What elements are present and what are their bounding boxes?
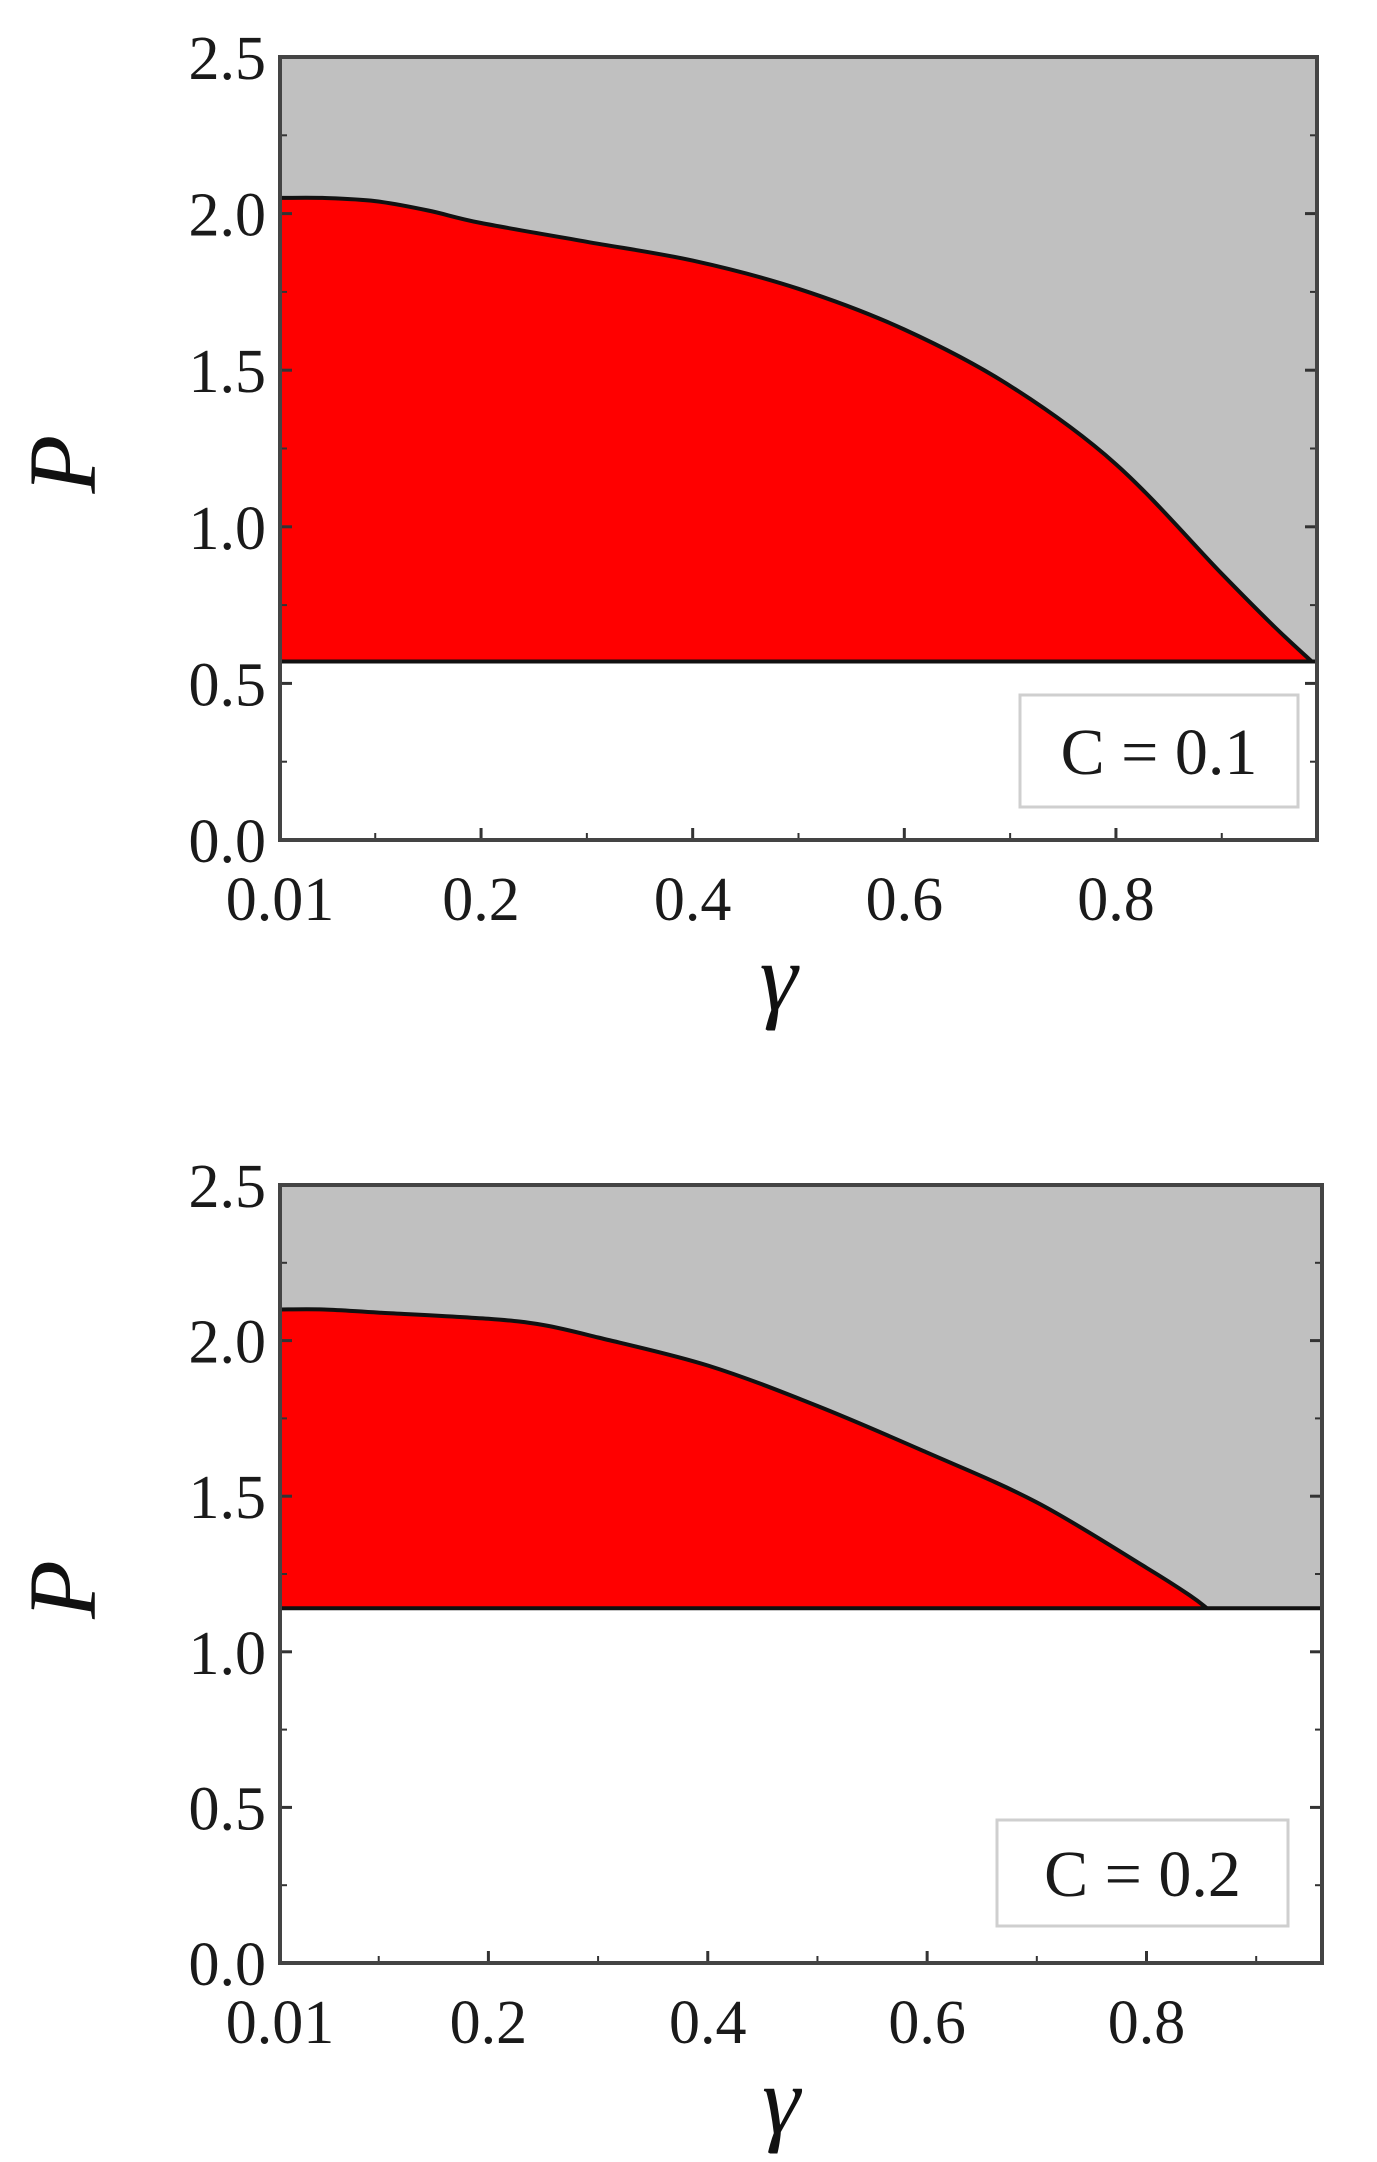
chart-panel-top: 0.01 0.2 0.4 0.6 0.8 0.00.51.01.52.02.5 γ P …	[9, 25, 1319, 1031]
y-axis-title: P	[9, 1560, 116, 1620]
x-tick-label: 0.4	[669, 1989, 747, 2057]
annotation-text: C = 0.1	[1061, 716, 1258, 789]
region-boundary-line	[279, 1307, 1209, 1610]
y-tick-label: 1.5	[189, 1464, 267, 1532]
y-ticks: 0.0 0.5 1.0 1.5 2.0 2.5	[189, 1153, 1322, 1999]
x-tick-label: 0.6	[866, 866, 944, 934]
x-tick-label: 0.6	[888, 1989, 966, 2057]
y-tick-label: 0.0	[189, 1931, 267, 1999]
x-tick-label: 0.01	[226, 866, 335, 934]
x-tick-label: 0.2	[450, 1989, 528, 2057]
stable-region-area	[280, 1309, 1207, 1609]
y-tick-label: 2.5	[189, 1153, 267, 1221]
x-tick-label: 0.01	[226, 1989, 335, 2057]
y-tick-label: 2.5	[189, 25, 267, 93]
x-axis-title: γ	[760, 924, 800, 1031]
y-tick-label: 1.0	[189, 1620, 267, 1688]
chart-panel-bottom: 0.01 0.2 0.4 0.6 0.8 0.00.51.01.52.02.5 γ P …	[9, 1153, 1324, 2154]
x-ticks: 0.01 0.2 0.4 0.6 0.8	[226, 828, 1223, 934]
annotation-text: C = 0.2	[1044, 1838, 1241, 1911]
y-tick-label: 0.5	[189, 1775, 267, 1843]
plot-frame	[278, 55, 1319, 842]
y-tick-label: 1.5	[189, 338, 267, 406]
x-tick-label: 0.4	[654, 866, 732, 934]
y-tick-label: 2.0	[189, 1309, 267, 1377]
y-tick-label: 1.0	[189, 495, 267, 563]
x-tick-label: 0.8	[1077, 866, 1155, 934]
annotation-box	[1018, 693, 1300, 809]
y-tick-label: 0.5	[189, 651, 267, 719]
region-boundary-line	[279, 195, 1314, 663]
y-tick-label: 2.0	[189, 182, 267, 250]
stable-region-area	[280, 197, 1312, 662]
y-ticks: 0.0 0.5 1.0 1.5 2.0 2.5	[189, 25, 1317, 876]
x-ticks: 0.01 0.2 0.4 0.6 0.8	[226, 1951, 1258, 2057]
y-tick-label: 0.0	[189, 808, 267, 876]
plot-frame	[278, 1183, 1324, 1965]
x-tick-label: 0.2	[442, 866, 520, 934]
annotation-box	[995, 1818, 1290, 1928]
x-tick-label: 0.8	[1108, 1989, 1186, 2057]
y-axis-title: P	[9, 435, 116, 495]
x-axis-title: γ	[762, 2047, 802, 2154]
